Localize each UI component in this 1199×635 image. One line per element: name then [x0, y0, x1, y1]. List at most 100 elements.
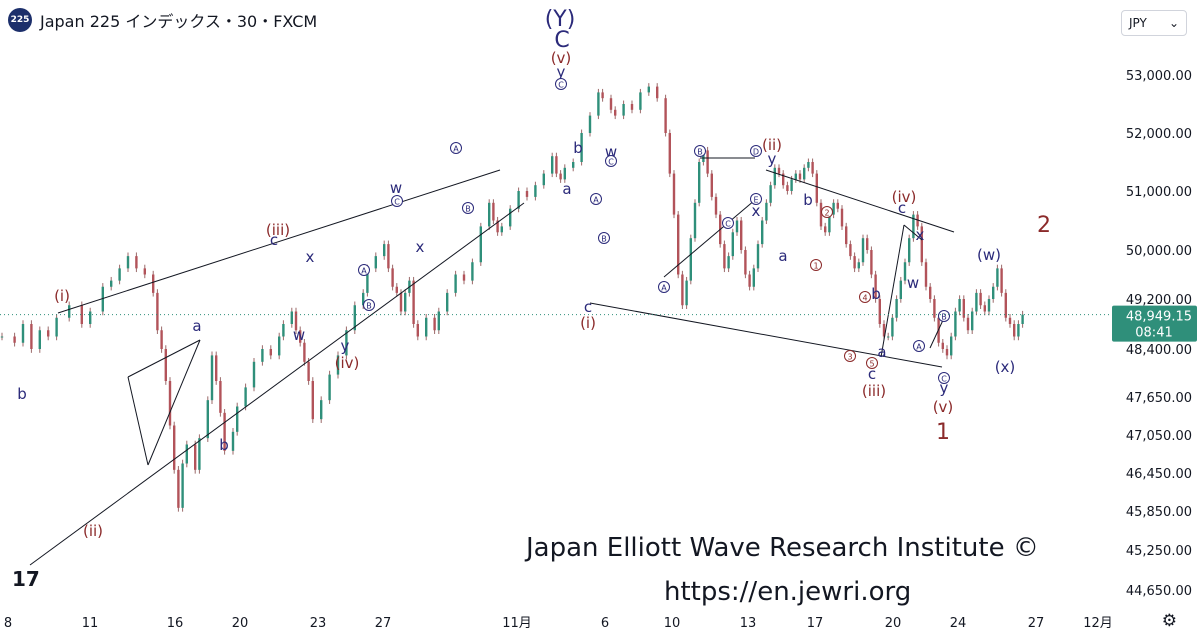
x-tick-label: 13 — [740, 616, 757, 631]
candle-body — [971, 311, 974, 331]
wave-circle-label: E — [753, 196, 758, 205]
wave-label: y — [940, 379, 949, 397]
y-tick-label: 47,650.00 — [1126, 391, 1192, 406]
candle-body — [471, 262, 474, 281]
candle-body — [752, 268, 755, 287]
candle-body — [677, 214, 680, 275]
wave-circle-label: C — [394, 198, 400, 207]
candle-body — [773, 167, 776, 186]
candle-body — [282, 324, 285, 337]
wave-circle-label: A — [361, 267, 367, 276]
candle-body — [706, 150, 709, 174]
wave-label: (x) — [995, 358, 1016, 376]
wave-label: w — [293, 326, 305, 344]
candle-body — [681, 274, 684, 306]
candle-body — [525, 191, 529, 197]
wave-label: y — [341, 337, 350, 355]
candle-body — [966, 317, 970, 331]
candle-body — [391, 268, 394, 287]
candle-body — [534, 185, 537, 197]
candle-body — [798, 173, 802, 180]
candle-body — [572, 162, 575, 168]
candle-body — [399, 292, 403, 312]
candle-body — [853, 256, 856, 269]
candle-body — [924, 262, 928, 287]
candle-body — [269, 349, 272, 356]
candle-body — [416, 324, 419, 337]
candle-body — [950, 336, 953, 356]
candle-body — [181, 463, 184, 508]
wave-label: x — [752, 202, 761, 220]
candle-body — [152, 274, 155, 293]
wave-label: (iii) — [862, 382, 886, 400]
candle-body — [454, 274, 457, 293]
wave-label: (v) — [551, 49, 572, 67]
candle-body — [920, 226, 923, 263]
currency-selector[interactable]: JPY ⌄ — [1121, 10, 1187, 36]
wave-circle — [859, 291, 871, 303]
candle-body — [336, 355, 340, 375]
wave-label: b — [17, 385, 27, 403]
x-tick-label: 11月 — [502, 616, 532, 631]
trendline — [57, 169, 501, 314]
candle-body — [517, 191, 520, 209]
wave-circle-label: B — [366, 302, 372, 311]
y-tick-label: 45,250.00 — [1126, 544, 1192, 559]
wave-circle — [598, 232, 610, 244]
candle-body — [882, 324, 886, 337]
candle-body — [223, 412, 226, 451]
gear-icon[interactable]: ⚙ — [1161, 611, 1177, 631]
trendline — [147, 339, 201, 466]
candle-body — [500, 226, 503, 233]
candle-body — [488, 202, 491, 227]
wave-circle-label: B — [941, 313, 947, 322]
wave-label: x — [916, 226, 925, 244]
wave-label: y — [768, 150, 777, 168]
candle-body — [601, 92, 604, 99]
candle-body — [374, 256, 377, 269]
watermark-institute: Japan Elliott Wave Research Institute © — [526, 533, 1039, 563]
chart-header: 225 Japan 225 インデックス・30・FXCM — [8, 8, 317, 32]
candle-body — [143, 268, 146, 275]
candle-body — [135, 256, 138, 269]
candle-body — [815, 173, 818, 203]
wave-circle-label: 4 — [862, 294, 867, 303]
wave-circle-label: C — [725, 220, 731, 229]
candle-body — [231, 431, 235, 451]
candle-body — [899, 280, 902, 299]
candle-body — [929, 286, 932, 299]
wave-trendlines — [29, 157, 955, 566]
x-tick-label: 23 — [310, 616, 327, 631]
tradingview-logo[interactable]: 17 — [12, 567, 40, 591]
wave-label: a — [877, 343, 886, 361]
symbol-title[interactable]: Japan 225 インデックス・30・FXCM — [40, 12, 318, 31]
candle-body — [811, 162, 814, 174]
y-tick-label: 44,650.00 — [1126, 584, 1192, 599]
wave-circle-label: C — [558, 81, 564, 90]
candle-body — [509, 208, 512, 227]
trendline — [765, 169, 955, 233]
wave-label: 1 — [936, 420, 950, 445]
wave-circle — [913, 340, 925, 352]
x-tick-label: 20 — [232, 616, 249, 631]
watermark-url[interactable]: https://en.jewri.org — [664, 577, 912, 607]
y-tick-label: 51,000.00 — [1126, 185, 1192, 200]
candle-body — [748, 274, 751, 287]
candle-body — [861, 238, 865, 263]
candle-body — [824, 226, 827, 233]
candle-body — [345, 330, 348, 356]
candle-body — [710, 173, 713, 197]
wave-circle — [821, 206, 833, 218]
wave-label: a — [562, 180, 571, 198]
candle-body — [68, 305, 71, 318]
trendline — [127, 376, 149, 466]
candle-body — [845, 226, 848, 245]
x-tick-label: 27 — [1028, 616, 1045, 631]
candle-body — [383, 244, 386, 257]
x-tick-label: 20 — [885, 616, 902, 631]
wave-label: c — [898, 199, 906, 217]
trendline — [880, 224, 905, 358]
candle-body — [668, 133, 671, 174]
